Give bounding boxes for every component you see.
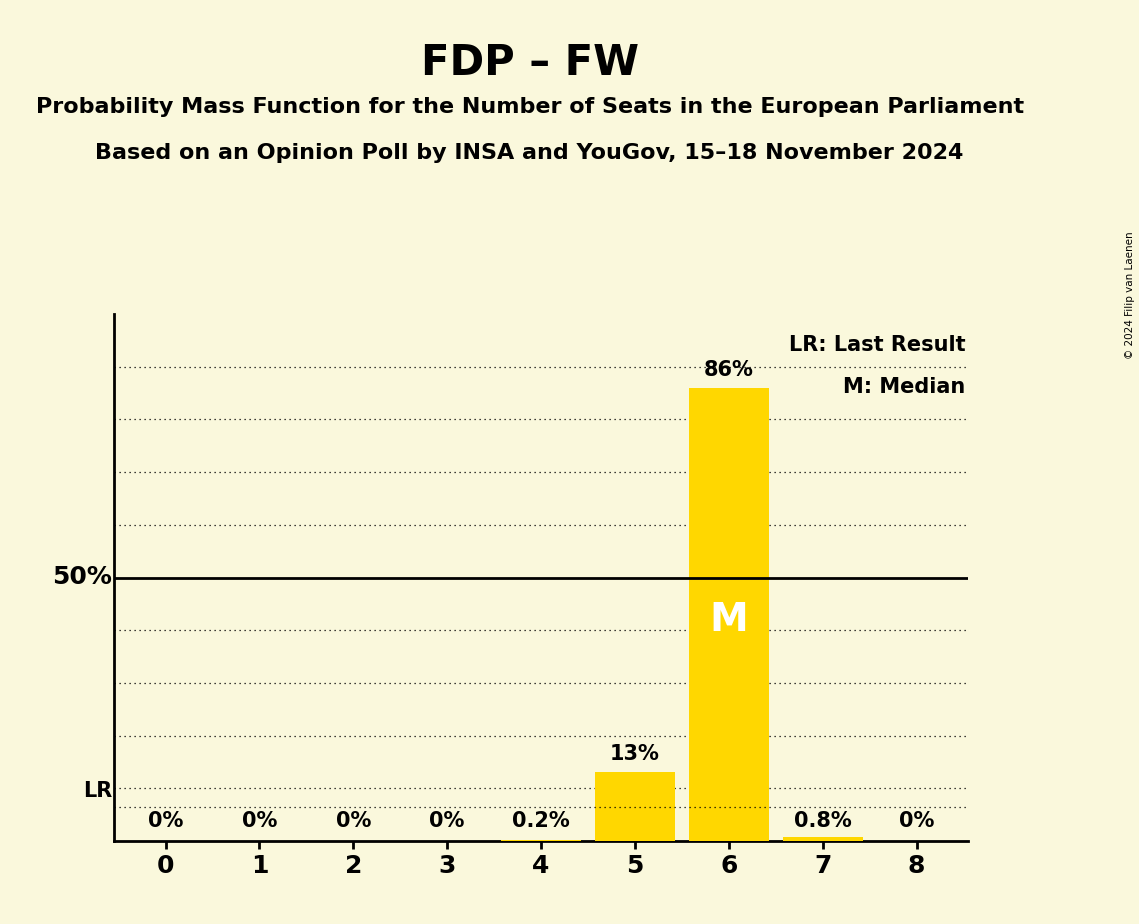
Text: Probability Mass Function for the Number of Seats in the European Parliament: Probability Mass Function for the Number… xyxy=(35,97,1024,117)
Text: 0%: 0% xyxy=(336,811,371,832)
Text: 0.2%: 0.2% xyxy=(513,811,570,832)
Text: M: Median: M: Median xyxy=(843,377,966,397)
Bar xyxy=(689,388,769,841)
Text: M: M xyxy=(710,601,748,638)
Text: Based on an Opinion Poll by INSA and YouGov, 15–18 November 2024: Based on an Opinion Poll by INSA and You… xyxy=(96,143,964,164)
Text: 13%: 13% xyxy=(611,745,659,764)
Text: 0%: 0% xyxy=(148,811,183,832)
Text: 0%: 0% xyxy=(241,811,277,832)
Bar xyxy=(595,772,674,841)
Bar xyxy=(782,836,862,841)
Text: 0%: 0% xyxy=(429,811,465,832)
Text: 0%: 0% xyxy=(899,811,934,832)
Text: © 2024 Filip van Laenen: © 2024 Filip van Laenen xyxy=(1125,231,1134,359)
Text: 86%: 86% xyxy=(704,360,754,380)
Text: 0.8%: 0.8% xyxy=(794,811,852,832)
Text: LR: LR xyxy=(83,782,112,801)
Text: FDP – FW: FDP – FW xyxy=(420,42,639,83)
Bar xyxy=(501,840,581,841)
Text: 50%: 50% xyxy=(52,565,112,590)
Text: LR: Last Result: LR: Last Result xyxy=(788,335,966,355)
